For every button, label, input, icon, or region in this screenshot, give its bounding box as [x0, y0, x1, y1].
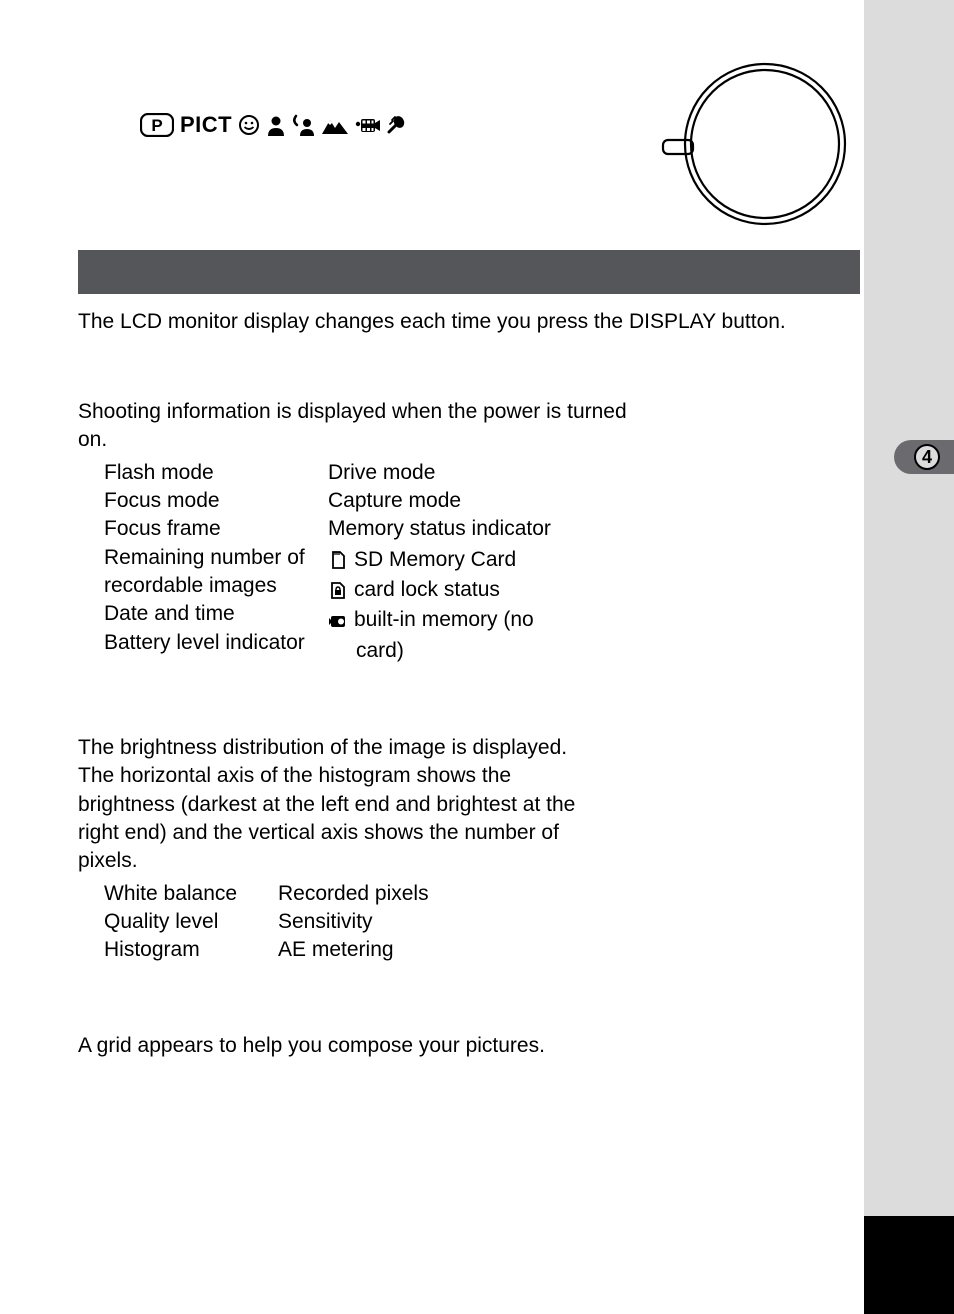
histogram-section: The brightness distribution of the image… [78, 734, 598, 965]
sd-card-row: SD Memory Card [328, 546, 638, 574]
section1-col-a: Flash mode Focus mode Focus frame Remain… [78, 459, 328, 665]
movie-icon [354, 114, 380, 136]
mode-icons-row: P PICT [140, 112, 408, 138]
intro-text: The LCD monitor display changes each tim… [78, 310, 860, 334]
section-heading-bar [78, 250, 860, 294]
landscape-icon [322, 114, 348, 136]
builtin-mem-row: built-in memory (no [328, 606, 638, 634]
section2-lead: The brightness distribution of the image… [78, 734, 598, 876]
card-lock-row: card lock status [328, 576, 638, 604]
memory-sub-list: SD Memory Card card lock status [328, 546, 638, 665]
svg-text:P: P [151, 116, 162, 135]
page-edge-strip: 4 [864, 0, 954, 1314]
list-item: Sensitivity [278, 908, 598, 936]
page-edge-black [864, 1216, 954, 1314]
list-item: AE metering [278, 936, 598, 964]
section1-lead: Shooting information is displayed when t… [78, 398, 638, 455]
list-item: Quality level [104, 908, 278, 936]
list-item: Focus mode [104, 487, 328, 515]
manual-page: P PICT [0, 0, 864, 1314]
voice-icon [386, 114, 408, 136]
section1-col-b: Drive mode Capture mode Memory status in… [328, 459, 638, 665]
builtin-memory-icon [328, 611, 348, 631]
list-item: Battery level indicator [104, 629, 328, 657]
shooting-info-section: Shooting information is displayed when t… [78, 398, 638, 665]
sd-card-label: SD Memory Card [354, 546, 516, 574]
pict-label: PICT [180, 112, 232, 138]
section2-columns: White balance Quality level Histogram Re… [78, 880, 598, 965]
page-number-tab: 4 [894, 440, 954, 474]
section2-col-b: Recorded pixels Sensitivity AE metering [278, 880, 598, 965]
sd-card-icon [328, 550, 348, 570]
list-item: Memory status indicator [328, 515, 638, 543]
camera-dial-icon [635, 62, 855, 232]
card-lock-icon [328, 580, 348, 600]
section2-col-a: White balance Quality level Histogram [78, 880, 278, 965]
smiley-icon [238, 114, 260, 136]
builtin-mem-label-2: card) [328, 637, 638, 665]
list-item: Capture mode [328, 487, 638, 515]
page-number: 4 [914, 444, 940, 470]
list-item: Histogram [104, 936, 278, 964]
list-item: Flash mode [104, 459, 328, 487]
portrait-icon [266, 114, 286, 136]
list-item: Drive mode [328, 459, 638, 487]
list-item: Focus frame [104, 515, 328, 543]
card-lock-label: card lock status [354, 576, 500, 604]
p-mode-icon: P [140, 113, 174, 137]
list-item: Date and time [104, 600, 328, 628]
builtin-mem-label: built-in memory (no [354, 606, 534, 634]
list-item: Remaining number of recordable images [104, 544, 328, 601]
grid-section: A grid appears to help you compose your … [78, 1034, 638, 1058]
night-portrait-icon [292, 114, 316, 136]
list-item: Recorded pixels [278, 880, 598, 908]
list-item: White balance [104, 880, 278, 908]
section1-columns: Flash mode Focus mode Focus frame Remain… [78, 459, 638, 665]
